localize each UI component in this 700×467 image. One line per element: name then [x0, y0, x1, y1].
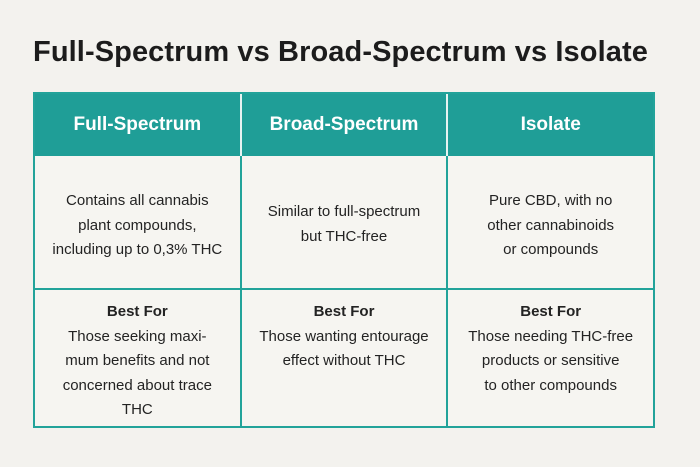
- description-line: but THC-free: [300, 227, 388, 245]
- header-isolate: Isolate: [520, 114, 581, 135]
- description-full-spectrum: Contains all cannabis plant compounds, i…: [35, 156, 242, 288]
- description-isolate: Pure CBD, with no other cannabinoids or …: [448, 156, 653, 288]
- description-broad-spectrum: Similar to full-spectrum but THC-free: [242, 156, 449, 288]
- description-line: Contains all cannabis: [66, 192, 209, 210]
- best-for-line: Those seeking maxi-: [68, 327, 207, 345]
- best-for-isolate: Best For Those needing THC-free products…: [448, 290, 653, 426]
- header-broad-spectrum: Broad-Spectrum: [242, 94, 449, 156]
- header-full-spectrum: Full-Spectrum: [35, 94, 242, 156]
- best-for-label: Best For: [313, 303, 375, 320]
- page-title: Full-Spectrum vs Broad-Spectrum vs Isola…: [33, 36, 648, 68]
- best-for-full-spectrum: Best For Those seeking maxi- mum benefit…: [35, 290, 242, 426]
- best-for-label: Best For: [106, 303, 168, 320]
- description-line: or compounds: [503, 241, 599, 259]
- best-for-line: Those wanting entourage: [259, 327, 429, 345]
- best-for-line: to other compounds: [484, 376, 617, 394]
- description-line: Pure CBD, with no: [488, 192, 613, 210]
- description-line: including up to 0,3% THC: [52, 241, 223, 259]
- description-line: plant compounds,: [78, 216, 197, 234]
- best-for-line: mum benefits and not: [65, 352, 210, 369]
- description-row: Contains all cannabis plant compounds, i…: [35, 156, 653, 290]
- description-line: other cannabinoids: [487, 216, 615, 234]
- best-for-label: Best For: [520, 303, 582, 320]
- best-for-line: products or sensitive: [481, 352, 620, 369]
- best-for-broad-spectrum: Best For Those wanting entourage effect …: [242, 290, 449, 426]
- best-for-line: effect without THC: [282, 352, 406, 369]
- best-for-row: Best For Those seeking maxi- mum benefit…: [35, 290, 653, 426]
- table-header-row: Full-Spectrum Broad-Spectrum Isolate: [35, 94, 653, 156]
- best-for-line: concerned about trace: [62, 376, 212, 394]
- best-for-line: Those needing THC-free: [468, 327, 634, 345]
- best-for-line: THC: [121, 401, 153, 418]
- comparison-table: Full-Spectrum Broad-Spectrum Isolate Con…: [33, 92, 655, 428]
- description-line: Similar to full-spectrum: [267, 203, 421, 220]
